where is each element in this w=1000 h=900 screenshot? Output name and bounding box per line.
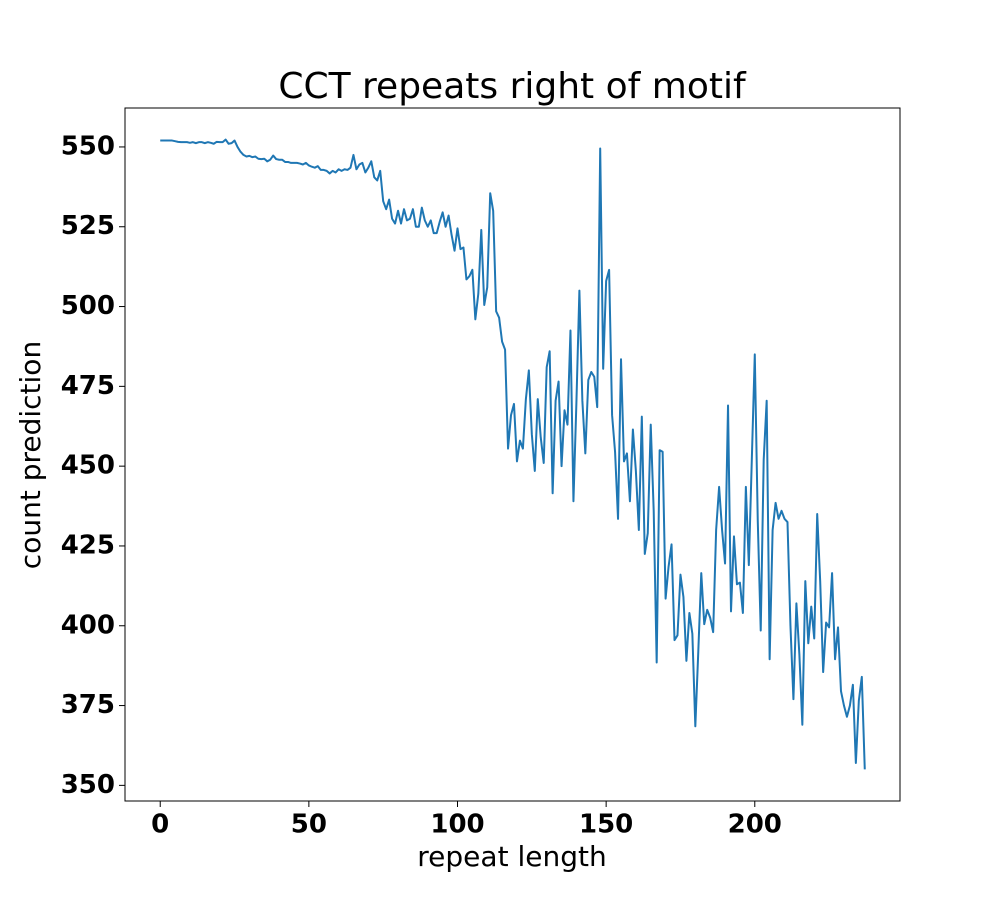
x-tick-label: 200 — [728, 810, 782, 840]
x-tick-label: 100 — [430, 810, 484, 840]
x-tick-label: 0 — [151, 810, 169, 840]
y-axis-label: count prediction — [14, 341, 47, 569]
x-tick-label: 150 — [579, 810, 633, 840]
x-axis-label: repeat length — [417, 840, 606, 873]
chart-title: CCT repeats right of motif — [278, 66, 747, 107]
y-tick-label: 475 — [61, 371, 115, 401]
y-tick-label: 450 — [61, 451, 115, 481]
y-tick-label: 400 — [61, 610, 115, 640]
y-tick-label: 525 — [61, 211, 115, 241]
line-series — [160, 138, 866, 770]
y-tick-label: 550 — [61, 131, 115, 161]
plot-frame — [124, 107, 901, 802]
y-tick-label: 375 — [61, 690, 115, 720]
y-tick-label: 500 — [61, 291, 115, 321]
y-tick-label: 350 — [61, 770, 115, 800]
x-tick-label: 50 — [291, 810, 327, 840]
y-tick-label: 425 — [61, 530, 115, 560]
